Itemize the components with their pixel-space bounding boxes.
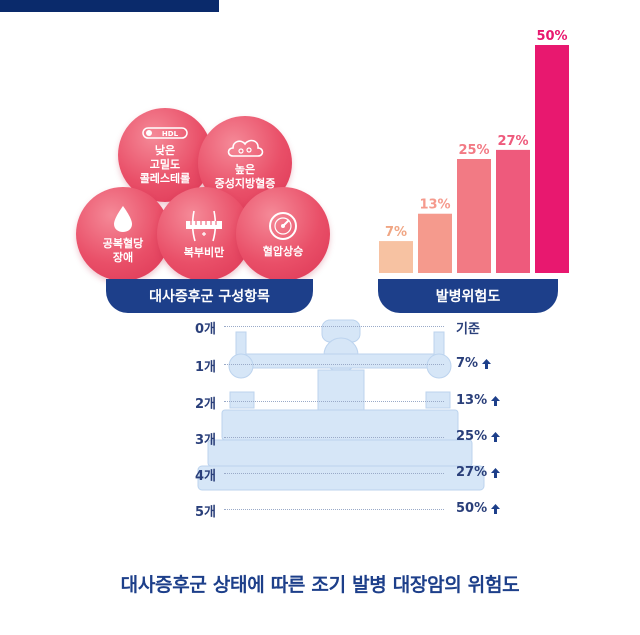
- bar-4: [496, 149, 530, 273]
- scale-row: 0개 기준: [0, 316, 640, 337]
- bar-2: [418, 213, 452, 273]
- circle-label: 혈압상승: [262, 244, 304, 258]
- circle-fasting-glucose: 공복혈당 장애: [76, 187, 170, 281]
- right-scale-tray: [0, 6, 219, 12]
- risk-title-pill: 발병위험도: [378, 279, 558, 313]
- scale-row: 2개 13%: [0, 391, 640, 412]
- risk-text: 7%: [456, 356, 479, 371]
- circle-label: 높은 중성지방혈증: [214, 162, 276, 190]
- dotted-leader: [224, 509, 444, 510]
- dotted-leader: [224, 401, 444, 402]
- risk-value: 50%: [456, 501, 501, 516]
- bar-value-label: 13%: [419, 198, 450, 213]
- scale-row: 5개 50%: [0, 499, 640, 520]
- thermometer-icon: HDL: [142, 126, 188, 139]
- left-scale-tray: [0, 0, 219, 6]
- dotted-leader: [224, 437, 444, 438]
- scale-row: 4개 27%: [0, 463, 640, 484]
- risk-text: 25%: [456, 429, 488, 444]
- circle-label: 낮은 고밀도 콜레스테롤: [139, 143, 191, 185]
- bar-3: [457, 159, 491, 273]
- bar-value-label: 27%: [497, 134, 528, 149]
- circle-hdl-cholesterol: HDL 낮은 고밀도 콜레스테롤: [118, 108, 212, 202]
- components-title-pill: 대사증후군 구성항목: [106, 279, 313, 313]
- risk-text: 27%: [456, 465, 488, 480]
- bar-value-label: 50%: [536, 29, 567, 44]
- risk-text: 기준: [456, 322, 480, 337]
- risk-title: 발병위험도: [435, 289, 501, 305]
- circle-blood-pressure: 혈압상승: [236, 187, 330, 281]
- risk-value: 7%: [456, 356, 492, 371]
- arrow-up-icon: [491, 395, 501, 406]
- arrow-up-icon: [491, 503, 501, 514]
- risk-text: 13%: [456, 393, 488, 408]
- components-title: 대사증후군 구성항목: [149, 289, 270, 305]
- scale-row: 1개 7%: [0, 354, 640, 375]
- component-count: 5개: [194, 505, 216, 520]
- component-count: 2개: [194, 397, 216, 412]
- bar-1: [379, 241, 413, 273]
- component-count: 3개: [194, 433, 216, 448]
- bar-value-label: 7%: [385, 225, 407, 240]
- risk-bar-chart: 7% 13% 25% 27% 50%: [379, 29, 569, 273]
- scale-row: 3개 25%: [0, 427, 640, 448]
- component-count: 4개: [194, 469, 216, 484]
- component-count: 1개: [194, 360, 216, 375]
- circle-label: 복부비만: [183, 245, 225, 259]
- pressure-gauge-icon: [269, 211, 297, 240]
- risk-text: 50%: [456, 501, 488, 516]
- fat-cloud-icon: [227, 139, 264, 157]
- risk-value: 27%: [456, 465, 501, 480]
- component-count: 0개: [194, 322, 216, 337]
- risk-value: 25%: [456, 429, 501, 444]
- footer-title: 대사증후군 상태에 따른 조기 발병 대장암의 위험도: [120, 574, 520, 596]
- risk-value: 13%: [456, 393, 501, 408]
- bar-value-label: 25%: [458, 143, 489, 158]
- blood-drop-icon: [114, 205, 132, 232]
- arrow-up-icon: [491, 431, 501, 442]
- circle-abdominal-obesity: 복부비만: [157, 187, 251, 281]
- arrow-up-icon: [491, 467, 501, 478]
- dotted-leader: [224, 326, 444, 327]
- dotted-leader: [224, 364, 444, 365]
- waist-tape-icon: [186, 210, 222, 241]
- hdl-tag: HDL: [162, 130, 179, 138]
- dotted-leader: [224, 473, 444, 474]
- bar-5: [535, 45, 569, 273]
- arrow-up-icon: [482, 358, 492, 369]
- risk-value: 기준: [456, 318, 480, 337]
- circle-label: 공복혈당 장애: [102, 236, 144, 264]
